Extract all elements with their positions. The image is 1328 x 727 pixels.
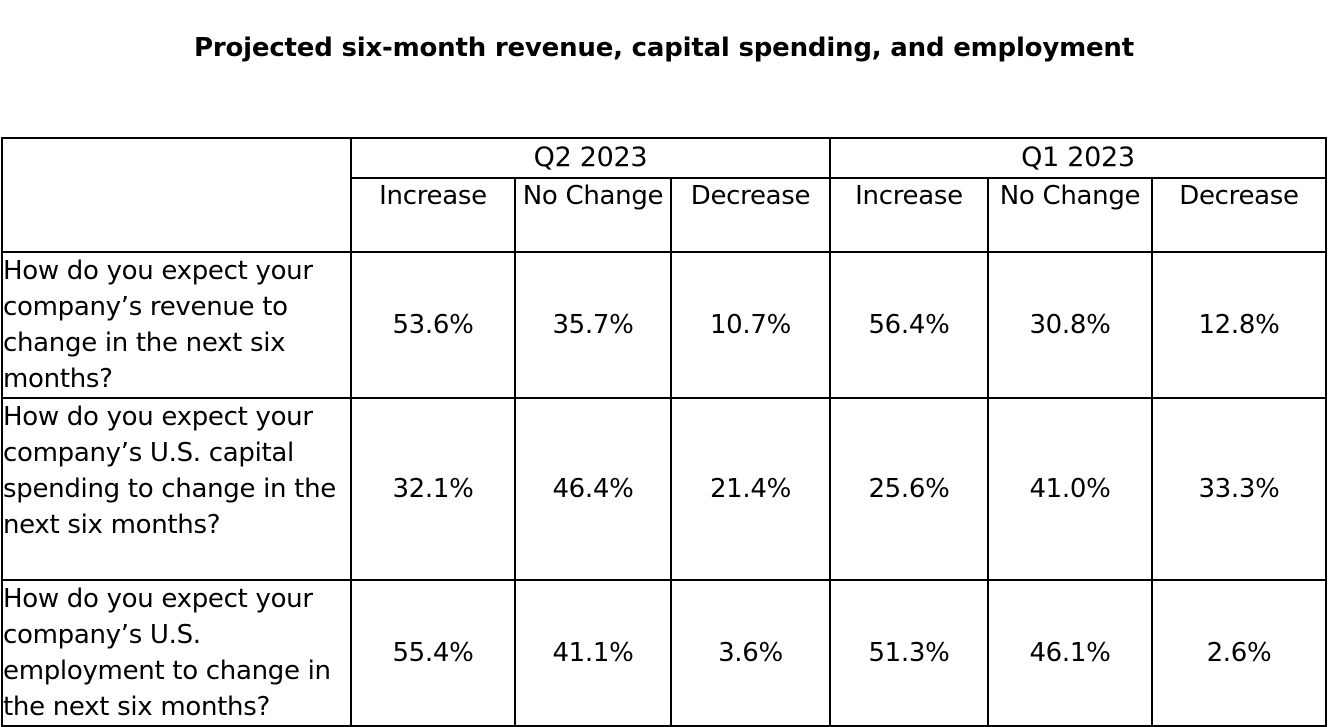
table-cell: 46.4% xyxy=(514,397,672,581)
data-table: Q2 2023 Q1 2023 Increase No Change Decre… xyxy=(1,137,1327,727)
row-question: How do you expect your company’s revenue… xyxy=(1,251,352,399)
table-cell: 35.7% xyxy=(514,251,672,399)
table-cell: 10.7% xyxy=(670,251,831,399)
table-cell: 56.4% xyxy=(829,251,989,399)
column-header-no-change: No Change xyxy=(987,177,1153,253)
table-cell: 25.6% xyxy=(829,397,989,581)
row-question: How do you expect your company’s U.S. em… xyxy=(1,579,352,727)
table-cell: 46.1% xyxy=(987,579,1153,727)
table-cell: 33.3% xyxy=(1151,397,1327,581)
table-row: How do you expect your company’s U.S. em… xyxy=(1,579,1327,727)
table-cell: 51.3% xyxy=(829,579,989,727)
table-cell: 41.0% xyxy=(987,397,1153,581)
row-question: How do you expect your company’s U.S. ca… xyxy=(1,397,352,581)
table-cell: 55.4% xyxy=(350,579,516,727)
table-cell: 41.1% xyxy=(514,579,672,727)
column-header-increase: Increase xyxy=(350,177,516,253)
table-cell: 21.4% xyxy=(670,397,831,581)
column-header-decrease: Decrease xyxy=(1151,177,1327,253)
column-header-row: Increase No Change Decrease Increase No … xyxy=(2,177,1327,253)
table-row: How do you expect your company’s U.S. ca… xyxy=(1,397,1327,581)
table-cell: 30.8% xyxy=(987,251,1153,399)
column-header-increase: Increase xyxy=(829,177,989,253)
period-header-row: Q2 2023 Q1 2023 xyxy=(1,137,1327,253)
column-header-no-change: No Change xyxy=(514,177,672,253)
table-cell: 2.6% xyxy=(1151,579,1327,727)
corner-cell xyxy=(1,137,352,253)
column-header-decrease: Decrease xyxy=(670,177,831,253)
table-cell: 32.1% xyxy=(350,397,516,581)
table-cell: 3.6% xyxy=(670,579,831,727)
chart-title: Projected six-month revenue, capital spe… xyxy=(194,33,1134,63)
period-header-q2-2023: Q2 2023 xyxy=(350,137,831,179)
table-cell: 12.8% xyxy=(1151,251,1327,399)
period-header-q1-2023: Q1 2023 xyxy=(829,137,1327,179)
table-row: How do you expect your company’s revenue… xyxy=(1,251,1327,399)
table-cell: 53.6% xyxy=(350,251,516,399)
